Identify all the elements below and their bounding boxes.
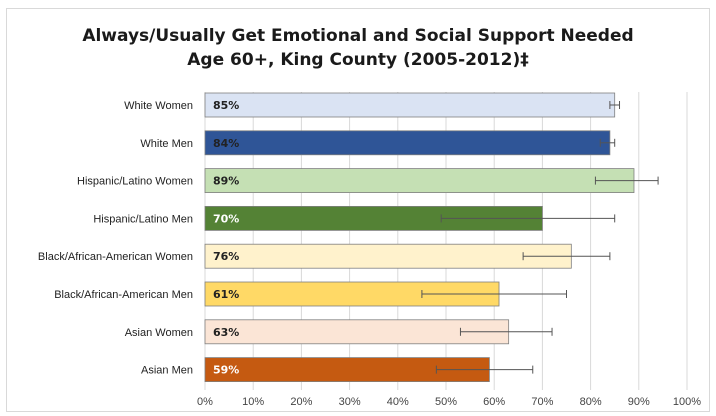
bar bbox=[204, 319, 510, 345]
x-tick-label: 80% bbox=[580, 396, 602, 408]
data-label: 59% bbox=[213, 364, 239, 377]
category-label: Hispanic/Latino Men bbox=[93, 213, 193, 225]
chart-title: Always/Usually Get Emotional and Social … bbox=[0, 24, 716, 72]
data-label: 85% bbox=[213, 99, 239, 112]
x-tick-label: 40% bbox=[387, 396, 409, 408]
category-label: White Men bbox=[140, 138, 193, 150]
category-label: Black/African-American Men bbox=[54, 289, 193, 301]
x-tick-label: 20% bbox=[290, 396, 312, 408]
bar bbox=[204, 243, 572, 269]
category-label: White Women bbox=[124, 100, 193, 112]
x-tick-label: 50% bbox=[435, 396, 457, 408]
x-tick-label: 0% bbox=[197, 396, 213, 408]
bars bbox=[204, 92, 635, 383]
chart-title-line-2: Age 60+, King County (2005-2012)‡ bbox=[187, 50, 529, 70]
x-tick-label: 60% bbox=[483, 396, 505, 408]
bar bbox=[204, 168, 635, 194]
bar bbox=[204, 92, 616, 118]
x-tick-label: 90% bbox=[628, 396, 650, 408]
chart-title-line-1: Always/Usually Get Emotional and Social … bbox=[82, 26, 634, 46]
data-label: 61% bbox=[213, 288, 239, 301]
data-label: 89% bbox=[213, 175, 239, 188]
category-label: Asian Women bbox=[125, 327, 193, 339]
category-label: Black/African-American Women bbox=[38, 251, 193, 263]
category-label: Hispanic/Latino Women bbox=[77, 176, 193, 188]
data-label: 84% bbox=[213, 137, 239, 150]
error-bars bbox=[421, 101, 659, 374]
category-label: Asian Men bbox=[141, 365, 193, 377]
data-label: 76% bbox=[213, 250, 239, 263]
labels: 0% 10% 20% 30% 40% 50% 60% 70% 80% 90% 100% White W… bbox=[38, 99, 701, 408]
bar bbox=[204, 130, 611, 156]
data-label: 63% bbox=[213, 326, 239, 339]
x-tick-label: 30% bbox=[339, 396, 361, 408]
x-tick-label: 10% bbox=[242, 396, 264, 408]
x-tick-label: 70% bbox=[531, 396, 553, 408]
bar bbox=[204, 357, 490, 383]
data-label: 70% bbox=[213, 212, 239, 225]
x-tick-label: 100% bbox=[673, 396, 701, 408]
